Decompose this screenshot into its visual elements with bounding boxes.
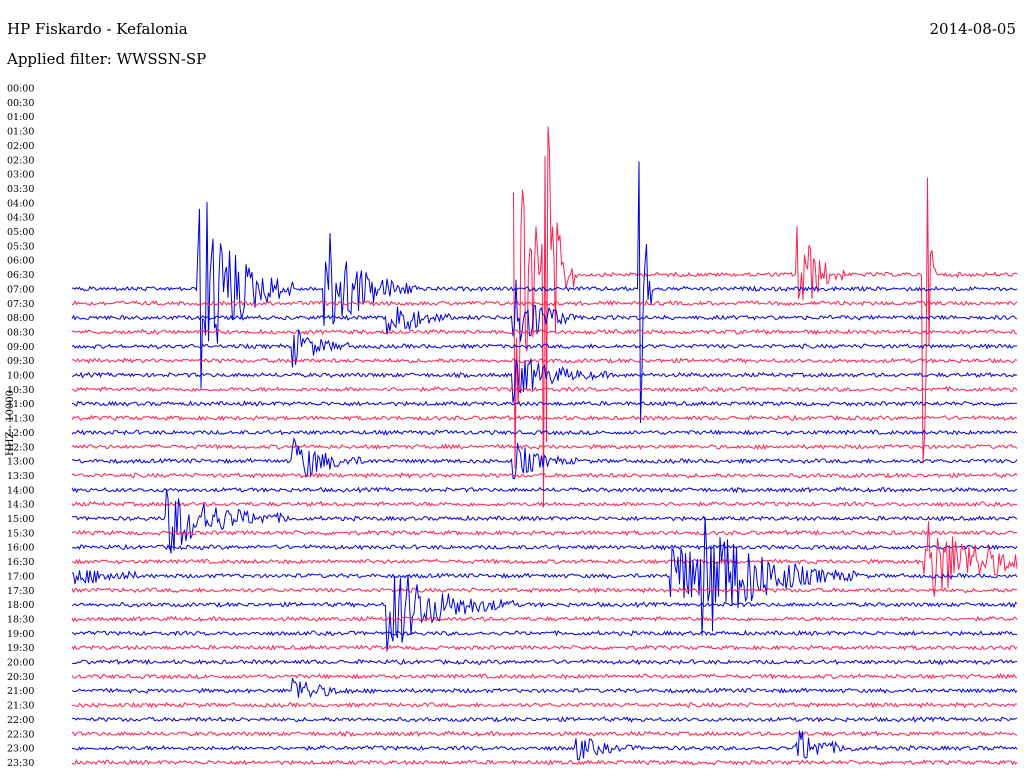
time-label: 15:30 bbox=[7, 528, 34, 539]
trace-row bbox=[71, 644, 1018, 651]
trace-row bbox=[71, 443, 1018, 451]
trace-row bbox=[71, 677, 1018, 699]
trace-row bbox=[71, 672, 1018, 680]
trace-row bbox=[71, 758, 1018, 766]
trace-row bbox=[71, 629, 1018, 637]
time-label: 19:00 bbox=[7, 629, 34, 640]
station-title: HP Fiskardo - Kefalonia bbox=[7, 20, 188, 38]
time-label: 16:00 bbox=[7, 543, 34, 554]
time-label: 20:30 bbox=[7, 672, 34, 683]
time-label: 05:00 bbox=[7, 227, 34, 238]
trace-row bbox=[71, 574, 1018, 652]
time-label: 08:30 bbox=[7, 327, 34, 338]
time-label: 16:30 bbox=[7, 557, 34, 568]
trace-row bbox=[71, 429, 1018, 436]
time-label: 12:00 bbox=[7, 428, 34, 439]
time-label: 02:30 bbox=[7, 155, 34, 166]
time-label: 07:00 bbox=[7, 284, 34, 295]
time-label: 03:30 bbox=[7, 184, 34, 195]
trace-row bbox=[71, 358, 1018, 403]
trace-row bbox=[71, 658, 1018, 666]
time-label: 11:30 bbox=[7, 414, 34, 425]
time-label: 18:30 bbox=[7, 614, 34, 625]
trace-row bbox=[71, 543, 1018, 551]
trace-row bbox=[71, 437, 1018, 480]
time-label: 17:00 bbox=[7, 571, 34, 582]
trace-row bbox=[71, 328, 1018, 336]
time-label: 13:00 bbox=[7, 457, 34, 468]
time-labels: 00:00 00:30 01:00 01:30 02:00 02:30 03:00 03:30… bbox=[7, 84, 34, 769]
time-label: 05:30 bbox=[7, 241, 34, 252]
trace-row bbox=[71, 357, 1018, 365]
time-label: 09:00 bbox=[7, 342, 34, 353]
trace-row bbox=[71, 529, 1018, 537]
time-label: 19:30 bbox=[7, 643, 34, 654]
time-label: 03:00 bbox=[7, 170, 34, 181]
time-label: 00:00 bbox=[7, 84, 34, 95]
time-label: 15:00 bbox=[7, 514, 34, 525]
time-label: 00:30 bbox=[7, 98, 34, 109]
trace-rows bbox=[71, 126, 1018, 766]
trace-row bbox=[71, 500, 1018, 508]
time-label: 13:30 bbox=[7, 471, 34, 482]
time-label: 20:00 bbox=[7, 658, 34, 669]
time-label: 10:00 bbox=[7, 371, 34, 382]
time-label: 12:30 bbox=[7, 442, 34, 453]
time-label: 08:00 bbox=[7, 313, 34, 324]
filter-label: Applied filter: WWSSN-SP bbox=[7, 50, 207, 68]
time-label: 14:30 bbox=[7, 500, 34, 511]
trace-row bbox=[71, 516, 1018, 636]
trace-row bbox=[71, 386, 1018, 393]
trace-row bbox=[71, 161, 1018, 424]
time-label: 21:30 bbox=[7, 701, 34, 712]
trace-row bbox=[71, 486, 1018, 494]
time-label: 06:00 bbox=[7, 256, 34, 267]
time-label: 09:30 bbox=[7, 356, 34, 367]
trace-row bbox=[71, 701, 1018, 709]
time-label: 01:30 bbox=[7, 127, 34, 138]
time-label: 01:00 bbox=[7, 112, 34, 123]
time-label: 17:30 bbox=[7, 586, 34, 597]
time-label: 22:00 bbox=[7, 715, 34, 726]
trace-row bbox=[71, 299, 1018, 307]
time-label: 02:00 bbox=[7, 141, 34, 152]
time-label: 14:00 bbox=[7, 485, 34, 496]
trace-row bbox=[71, 715, 1018, 723]
time-label: 10:30 bbox=[7, 385, 34, 396]
time-label: 04:00 bbox=[7, 198, 34, 209]
trace-row bbox=[71, 414, 1018, 422]
trace-row bbox=[71, 521, 1018, 597]
time-label: 22:30 bbox=[7, 729, 34, 740]
time-label: 18:00 bbox=[7, 600, 34, 611]
time-label: 23:30 bbox=[7, 758, 34, 769]
trace-row bbox=[71, 615, 1018, 623]
time-label: 21:00 bbox=[7, 686, 34, 697]
time-label: 04:30 bbox=[7, 213, 34, 224]
time-label: 11:00 bbox=[7, 399, 34, 410]
trace-row bbox=[71, 586, 1018, 594]
time-label: 23:00 bbox=[7, 744, 34, 755]
date-label: 2014-08-05 bbox=[929, 20, 1016, 38]
trace-row bbox=[71, 730, 1018, 738]
time-label: 07:30 bbox=[7, 299, 34, 310]
trace-row bbox=[71, 472, 1018, 479]
trace-row bbox=[71, 489, 1018, 554]
time-label: 06:30 bbox=[7, 270, 34, 281]
trace-row bbox=[513, 126, 1018, 508]
y-axis-label: HHZ - 10000 bbox=[5, 390, 16, 456]
trace-row bbox=[71, 400, 1018, 407]
trace-row bbox=[71, 329, 1018, 368]
trace-row bbox=[71, 279, 1018, 342]
trace-row bbox=[71, 730, 1018, 761]
